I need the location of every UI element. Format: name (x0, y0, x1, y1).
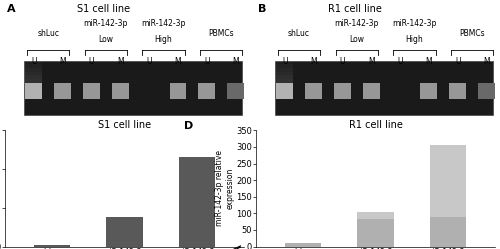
Bar (227, 83, 244, 99)
Bar (276, 72, 293, 75)
Text: High: High (154, 35, 172, 44)
Bar (478, 83, 495, 99)
Bar (26, 61, 42, 64)
Text: U: U (88, 57, 94, 66)
Bar (112, 83, 128, 99)
Text: U: U (204, 57, 210, 66)
Bar (26, 83, 42, 99)
Text: U: U (455, 57, 460, 66)
Bar (276, 64, 293, 68)
Text: PBMCs: PBMCs (208, 29, 234, 38)
Bar (24, 61, 242, 115)
Text: M: M (484, 57, 490, 66)
Text: U: U (31, 57, 36, 66)
Text: M: M (117, 57, 123, 66)
Bar (276, 83, 293, 99)
Text: S1 cell line: S1 cell line (76, 4, 130, 14)
Text: U: U (340, 57, 345, 66)
Bar (170, 83, 186, 99)
Bar (26, 64, 42, 68)
Bar (198, 83, 215, 99)
Bar (450, 83, 466, 99)
Text: R1 cell line: R1 cell line (328, 4, 382, 14)
Bar (26, 79, 42, 83)
Bar (106, 217, 142, 247)
Bar (54, 83, 71, 99)
Bar (34, 245, 70, 247)
Text: B: B (258, 4, 266, 14)
Text: M: M (174, 57, 182, 66)
Bar (430, 145, 466, 247)
Bar (276, 75, 293, 79)
Text: M: M (310, 57, 317, 66)
Text: miR-142-3p: miR-142-3p (142, 19, 186, 28)
Bar (26, 68, 42, 72)
Bar (26, 72, 42, 75)
Bar (276, 79, 293, 83)
Text: miR-142-3p: miR-142-3p (84, 19, 128, 28)
Text: miR-142-3p: miR-142-3p (334, 19, 379, 28)
Text: Low: Low (98, 35, 114, 44)
Text: Low: Low (350, 35, 364, 44)
Bar (276, 68, 293, 72)
Text: U: U (146, 57, 152, 66)
Bar (358, 219, 394, 247)
Bar (420, 83, 438, 99)
Text: A: A (8, 4, 16, 14)
Bar (358, 212, 394, 247)
Bar (285, 243, 321, 247)
Title: R1 cell line: R1 cell line (348, 120, 403, 129)
Text: M: M (368, 57, 374, 66)
Text: shLuc: shLuc (288, 29, 310, 38)
Text: M: M (426, 57, 432, 66)
Bar (363, 83, 380, 99)
Bar (275, 61, 492, 115)
Y-axis label: miR-142-3p relative
expression: miR-142-3p relative expression (215, 150, 234, 226)
Text: PBMCs: PBMCs (460, 29, 485, 38)
Text: D: D (184, 121, 194, 131)
Text: High: High (406, 35, 423, 44)
Text: M: M (232, 57, 239, 66)
Text: M: M (59, 57, 66, 66)
Text: miR-142-3p: miR-142-3p (392, 19, 436, 28)
Bar (334, 83, 351, 99)
Bar (179, 157, 215, 247)
Text: U: U (282, 57, 288, 66)
Bar (285, 243, 321, 247)
Bar (83, 83, 100, 99)
Text: U: U (398, 57, 403, 66)
Title: S1 cell line: S1 cell line (98, 120, 151, 129)
Bar (276, 61, 293, 64)
Bar (26, 75, 42, 79)
Bar (305, 83, 322, 99)
Bar (430, 217, 466, 247)
Text: shLuc: shLuc (37, 29, 59, 38)
